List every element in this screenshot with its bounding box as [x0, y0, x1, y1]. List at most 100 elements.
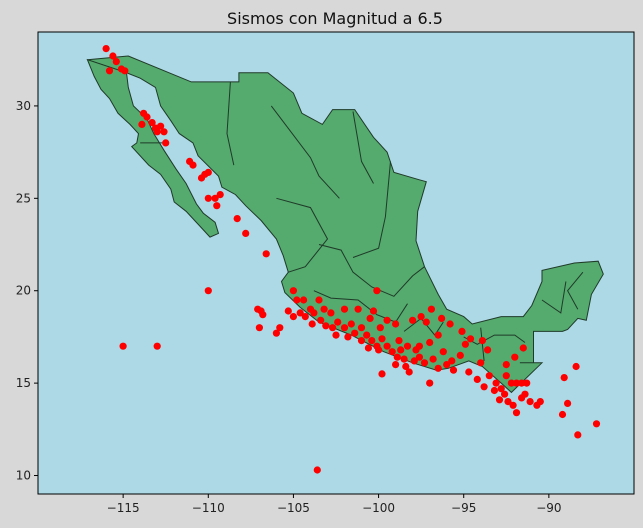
earthquake-point	[121, 67, 129, 75]
earthquake-point	[204, 168, 212, 176]
earthquake-point	[564, 399, 572, 407]
earthquake-point	[112, 58, 120, 66]
earthquake-point	[204, 194, 212, 202]
earthquake-point	[405, 368, 413, 376]
earthquake-point	[397, 346, 405, 354]
earthquake-point	[490, 386, 498, 395]
earthquake-point	[388, 348, 396, 356]
state-border	[270, 105, 340, 199]
earthquake-point	[354, 305, 362, 313]
border-layer	[140, 81, 584, 361]
earthquake-point	[284, 307, 292, 315]
earthquake-point	[484, 346, 492, 354]
earthquake-point	[449, 366, 458, 374]
earthquake-point	[417, 313, 425, 321]
earthquake-point	[259, 311, 267, 319]
earthquake-point	[320, 305, 328, 313]
earthquake-point	[255, 324, 263, 332]
earthquake-point	[427, 305, 435, 313]
chart-title: Sismos con Magnitud a 6.5	[227, 9, 443, 28]
x-tick-label: −90	[536, 501, 561, 515]
earthquake-point	[434, 364, 442, 372]
earthquake-point	[340, 324, 349, 332]
earthquake-point	[410, 357, 418, 365]
earthquake-point	[478, 337, 486, 345]
x-tick-label: −115	[107, 501, 140, 515]
x-axis: −115 −110 −105 −100 −95 −90	[107, 494, 562, 515]
earthquake-point	[262, 250, 270, 258]
earthquake-point	[369, 307, 378, 315]
earthquake-point	[242, 229, 250, 237]
earthquake-point	[272, 329, 280, 337]
earthquake-point	[477, 359, 485, 367]
earthquake-point	[497, 385, 505, 393]
earthquake-point	[446, 320, 454, 328]
earthquake-point	[233, 215, 241, 223]
earthquake-point	[521, 390, 529, 398]
earthquake-point	[512, 379, 521, 387]
state-border	[541, 281, 567, 314]
earthquake-point	[148, 119, 156, 127]
earthquake-point	[102, 45, 110, 53]
earthquake-point	[376, 324, 384, 332]
earthquake-point	[402, 362, 410, 371]
x-tick-label: −110	[192, 501, 225, 515]
earthquake-point	[213, 202, 221, 210]
earthquake-point	[426, 338, 434, 347]
earthquake-point	[105, 67, 114, 75]
earthquake-point	[197, 174, 206, 182]
earthquake-point	[560, 374, 568, 382]
earthquake-point	[574, 431, 582, 439]
earthquake-point	[300, 296, 308, 304]
earthquake-point	[392, 320, 400, 328]
earthquake-point	[351, 329, 359, 337]
earthquake-point	[332, 331, 340, 339]
y-axis: 10 15 20 25 30	[16, 99, 38, 483]
earthquake-point	[502, 361, 510, 369]
y-tick-label: 30	[16, 99, 31, 113]
earthquake-point	[466, 335, 475, 343]
earthquake-point	[448, 357, 456, 365]
earthquake-point	[426, 379, 434, 387]
earthquake-point	[366, 314, 374, 322]
earthquake-point	[363, 331, 371, 339]
earthquake-point	[512, 409, 521, 417]
earthquake-point	[422, 318, 430, 326]
earthquake-point	[523, 379, 531, 387]
earthquake-point	[485, 372, 493, 380]
points-layer	[102, 45, 601, 474]
earthquake-point	[507, 379, 515, 387]
earthquake-point	[317, 316, 325, 324]
earthquake-point	[434, 331, 442, 339]
earthquake-point	[301, 313, 309, 321]
earthquake-point	[276, 324, 284, 332]
earthquake-point	[373, 287, 381, 295]
y-tick-label: 10	[16, 469, 31, 483]
earthquake-point	[162, 139, 170, 147]
earthquake-point	[383, 342, 391, 350]
state-border	[276, 197, 329, 273]
state-border	[352, 111, 374, 184]
earthquake-point	[344, 333, 352, 341]
earthquake-point	[138, 120, 146, 128]
earthquake-point	[289, 313, 297, 321]
earthquake-point	[409, 316, 417, 324]
earthquake-point	[495, 396, 504, 404]
earthquake-point	[509, 401, 517, 409]
earthquake-point	[368, 337, 376, 345]
earthquake-point	[480, 383, 488, 391]
earthquake-point	[526, 398, 534, 406]
state-border	[480, 327, 485, 361]
earthquake-point	[536, 398, 544, 406]
plot-frame	[37, 31, 635, 495]
earthquake-point	[296, 309, 304, 317]
earthquake-point	[395, 337, 403, 345]
earthquake-point	[456, 351, 464, 359]
state-border	[463, 334, 526, 345]
earthquake-point	[357, 337, 366, 345]
baja-california-peninsula	[86, 58, 220, 238]
earthquake-point	[400, 355, 408, 363]
earthquake-point	[403, 342, 412, 350]
earthquake-point	[429, 355, 437, 363]
earthquake-point	[289, 287, 297, 295]
